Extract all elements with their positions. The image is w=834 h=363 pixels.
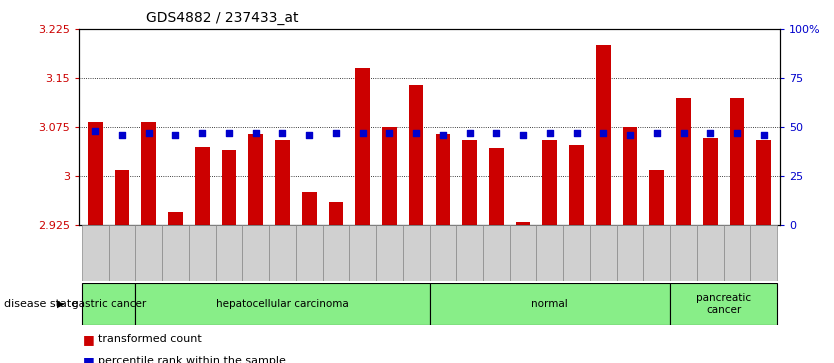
Bar xyxy=(403,225,430,281)
Text: disease state: disease state xyxy=(4,299,78,309)
Text: percentile rank within the sample: percentile rank within the sample xyxy=(98,356,285,363)
Bar xyxy=(730,98,745,225)
Bar xyxy=(703,138,717,225)
Bar xyxy=(590,225,616,281)
Point xyxy=(303,132,316,138)
Bar xyxy=(570,145,584,225)
Bar xyxy=(430,283,671,325)
Point xyxy=(596,130,610,136)
Bar xyxy=(456,225,483,281)
Point xyxy=(88,128,102,134)
Text: gastric cancer: gastric cancer xyxy=(72,299,146,309)
Bar xyxy=(515,222,530,225)
Bar xyxy=(376,225,403,281)
Bar xyxy=(616,225,643,281)
Bar xyxy=(243,225,269,281)
Bar xyxy=(108,225,135,281)
Point xyxy=(731,130,744,136)
Bar xyxy=(296,225,323,281)
Point xyxy=(115,132,128,138)
Bar xyxy=(435,134,450,225)
Bar xyxy=(168,212,183,225)
Bar xyxy=(462,140,477,225)
Bar xyxy=(409,85,424,225)
Bar xyxy=(135,225,162,281)
Bar xyxy=(142,122,156,225)
Bar xyxy=(536,225,563,281)
Bar xyxy=(323,225,349,281)
Point xyxy=(543,130,556,136)
Bar xyxy=(596,45,610,225)
Bar xyxy=(510,225,536,281)
Text: ■: ■ xyxy=(83,333,99,346)
Bar xyxy=(114,170,129,225)
Bar xyxy=(216,225,243,281)
Bar xyxy=(329,202,344,225)
Point xyxy=(356,130,369,136)
Bar xyxy=(676,98,691,225)
Bar xyxy=(349,225,376,281)
Bar xyxy=(82,225,108,281)
Point xyxy=(757,132,771,138)
Bar xyxy=(355,68,370,225)
Bar xyxy=(483,225,510,281)
Point xyxy=(249,130,263,136)
Point xyxy=(490,130,503,136)
Bar xyxy=(489,148,504,225)
Bar xyxy=(756,140,771,225)
Bar xyxy=(430,225,456,281)
Bar xyxy=(382,127,397,225)
Text: normal: normal xyxy=(531,299,568,309)
Bar xyxy=(188,225,216,281)
Text: ▶: ▶ xyxy=(57,299,64,309)
Point xyxy=(168,132,182,138)
Bar xyxy=(82,283,135,325)
Point xyxy=(142,130,155,136)
Text: GDS4882 / 237433_at: GDS4882 / 237433_at xyxy=(146,11,299,25)
Point xyxy=(463,130,476,136)
Bar xyxy=(269,225,296,281)
Text: pancreatic
cancer: pancreatic cancer xyxy=(696,293,751,315)
Bar xyxy=(195,147,209,225)
Bar xyxy=(623,127,637,225)
Bar xyxy=(563,225,590,281)
Point xyxy=(677,130,691,136)
Point xyxy=(329,130,343,136)
Point xyxy=(436,132,450,138)
Point xyxy=(276,130,289,136)
Bar xyxy=(697,225,724,281)
Bar xyxy=(671,283,777,325)
Point xyxy=(409,130,423,136)
Point xyxy=(195,130,208,136)
Point xyxy=(516,132,530,138)
Point xyxy=(223,130,236,136)
Point xyxy=(651,130,664,136)
Bar xyxy=(650,170,664,225)
Point xyxy=(383,130,396,136)
Text: transformed count: transformed count xyxy=(98,334,201,344)
Bar xyxy=(249,134,263,225)
Point xyxy=(570,130,583,136)
Bar xyxy=(222,150,236,225)
Bar xyxy=(88,122,103,225)
Bar xyxy=(751,225,777,281)
Bar xyxy=(724,225,751,281)
Bar xyxy=(302,192,317,225)
Bar xyxy=(275,140,289,225)
Text: ■: ■ xyxy=(83,355,99,363)
Point xyxy=(623,132,636,138)
Point xyxy=(704,130,717,136)
Bar xyxy=(162,225,188,281)
Bar xyxy=(542,140,557,225)
Text: hepatocellular carcinoma: hepatocellular carcinoma xyxy=(216,299,349,309)
Bar xyxy=(671,225,697,281)
Bar xyxy=(643,225,671,281)
Bar xyxy=(135,283,430,325)
